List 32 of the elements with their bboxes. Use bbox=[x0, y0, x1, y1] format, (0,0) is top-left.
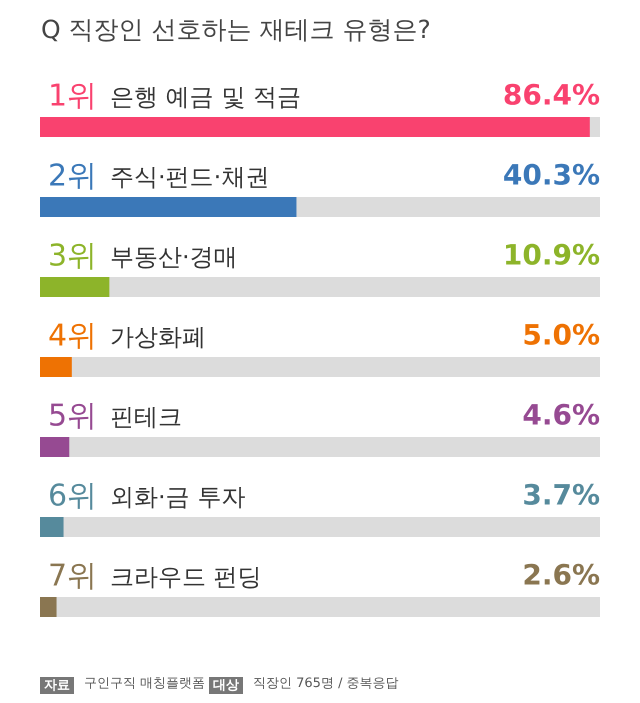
y-tick-label: 주식·펀드·채권 bbox=[110, 163, 270, 191]
annotation: 2위 bbox=[48, 158, 98, 194]
text: 직장인 765명 / 중복응답 bbox=[253, 676, 399, 691]
bar bbox=[40, 117, 590, 137]
data-label: 10.9% bbox=[502, 238, 600, 272]
text: 자료 bbox=[44, 678, 70, 693]
bar bbox=[40, 517, 64, 537]
annotation: 5위 bbox=[48, 398, 98, 434]
bar bbox=[40, 277, 110, 297]
chart-title: Q 직장인 선호하는 재테크 유형은? bbox=[41, 15, 431, 44]
data-label: 2.6% bbox=[522, 558, 600, 592]
bar bbox=[40, 597, 57, 617]
y-tick-label: 크라우드 펀딩 bbox=[110, 563, 262, 591]
data-label: 3.7% bbox=[522, 478, 600, 512]
data-label: 86.4% bbox=[502, 78, 600, 112]
annotation: 4위 bbox=[48, 318, 98, 354]
data-label: 40.3% bbox=[502, 158, 600, 192]
data-label: 4.6% bbox=[522, 398, 600, 432]
y-tick-label: 외화·금 투자 bbox=[110, 483, 246, 511]
y-tick-label: 핀테크 bbox=[110, 403, 182, 431]
y-tick-label: 부동산·경매 bbox=[110, 243, 238, 271]
bar bbox=[40, 357, 72, 377]
bar bbox=[40, 437, 70, 457]
text: 구인구직 매칭플랫폼 bbox=[84, 676, 206, 691]
y-tick-label: 가상화폐 bbox=[110, 323, 206, 351]
annotation: 3위 bbox=[48, 238, 98, 274]
text: 대상 bbox=[213, 678, 239, 693]
data-label: 5.0% bbox=[522, 318, 600, 352]
y-tick-label: 은행 예금 및 적금 bbox=[110, 83, 301, 111]
annotation: 1위 bbox=[48, 78, 98, 114]
annotation: 6위 bbox=[48, 478, 98, 514]
annotation: 7위 bbox=[48, 558, 98, 594]
